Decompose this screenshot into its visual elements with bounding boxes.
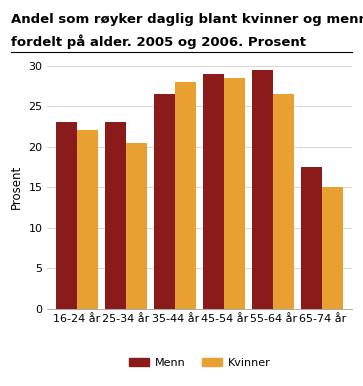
Bar: [273, 94, 294, 309]
Bar: [224, 78, 245, 309]
Text: fordelt på alder. 2005 og 2006. Prosent: fordelt på alder. 2005 og 2006. Prosent: [11, 35, 306, 49]
Bar: [322, 187, 343, 309]
Bar: [56, 122, 77, 309]
Legend: Menn, Kvinner: Menn, Kvinner: [125, 353, 275, 372]
Bar: [301, 167, 322, 309]
Bar: [105, 122, 126, 309]
Bar: [126, 142, 147, 309]
Bar: [203, 74, 224, 309]
Bar: [175, 82, 196, 309]
Y-axis label: Prosent: Prosent: [10, 165, 23, 209]
Bar: [252, 69, 273, 309]
Text: Andel som røyker daglig blant kvinner og menn 16-74 år,: Andel som røyker daglig blant kvinner og…: [11, 12, 363, 26]
Bar: [154, 94, 175, 309]
Bar: [77, 130, 98, 309]
